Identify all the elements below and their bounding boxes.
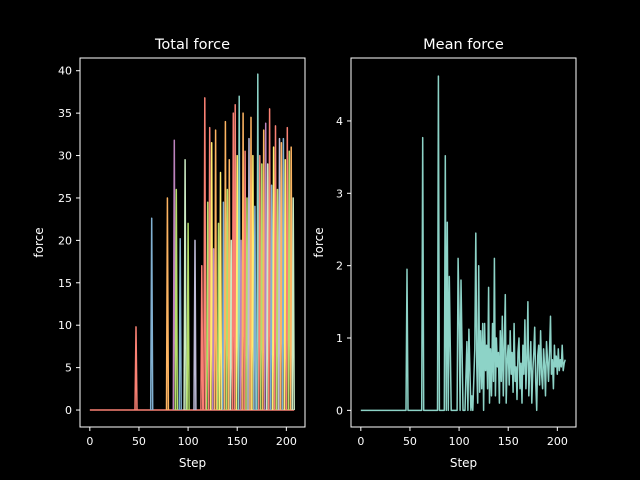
chart-title: Mean force: [423, 37, 504, 53]
y-tick-label: 10: [58, 319, 72, 332]
mean-force-plot-area: [360, 75, 566, 412]
x-tick-label: 0: [86, 435, 93, 448]
force-series-line: [203, 97, 207, 411]
x-axis-ticks: 0 50 100 150 200: [86, 427, 297, 448]
y-tick-label: 1: [336, 332, 343, 345]
x-axis-label: Step: [179, 456, 206, 470]
y-tick-label: 20: [58, 234, 72, 247]
force-series-line: [183, 159, 187, 411]
force-series-line: [218, 171, 223, 411]
total-force-plot-area: [89, 73, 295, 411]
force-series-line: [253, 205, 257, 411]
axes-frame: [350, 57, 577, 428]
x-tick-label: 150: [498, 435, 519, 448]
force-series-line: [213, 129, 218, 411]
x-axis-ticks: 0 50 100 150 200: [357, 427, 568, 448]
x-tick-label: 150: [227, 435, 248, 448]
y-tick-label: 15: [58, 277, 72, 290]
y-tick-label: 30: [58, 150, 72, 163]
x-tick-label: 50: [403, 435, 417, 448]
force-series-line: [193, 239, 197, 411]
y-tick-label: 5: [65, 362, 72, 375]
y-tick-label: 35: [58, 107, 72, 120]
force-series-line: [149, 217, 154, 411]
y-tick-label: 0: [336, 404, 343, 417]
x-tick-label: 100: [178, 435, 199, 448]
y-tick-label: 0: [65, 404, 72, 417]
y-tick-label: 4: [336, 115, 343, 128]
mean-force-series-line: [360, 75, 566, 412]
force-series-line: [273, 125, 278, 411]
force-series-line: [267, 108, 272, 411]
chart-title: Total force: [154, 37, 230, 53]
force-series-line: [200, 265, 204, 411]
x-tick-label: 0: [357, 435, 364, 448]
force-series-line: [178, 237, 182, 411]
total-force-panel: Total force Step force 0 50 100 150 200 0 5 10…: [32, 37, 306, 470]
force-series-line: [134, 326, 138, 411]
y-axis-ticks: 0 5 10 15 20 25 30 35 40: [58, 65, 80, 417]
x-tick-label: 100: [449, 435, 470, 448]
force-series-line: [174, 188, 179, 411]
x-axis-label: Step: [450, 456, 477, 470]
y-tick-label: 3: [336, 187, 343, 200]
y-tick-label: 25: [58, 192, 72, 205]
x-tick-label: 200: [276, 435, 297, 448]
x-tick-label: 200: [547, 435, 568, 448]
y-axis-label: force: [32, 227, 46, 257]
axes-frame: [79, 57, 306, 428]
force-series-line: [165, 197, 170, 411]
force-series-line: [186, 222, 190, 411]
force-series-line: [291, 197, 295, 411]
x-tick-label: 50: [132, 435, 146, 448]
force-series-line: [227, 159, 232, 411]
force-series-line: [237, 95, 241, 411]
force-series-line: [256, 73, 260, 411]
force-series-line: [209, 142, 214, 411]
y-axis-label: force: [312, 227, 326, 257]
y-tick-label: 40: [58, 65, 72, 78]
mean-force-panel: Mean force Step force 0 50 100 150 200 0 1 2 3 4: [312, 37, 577, 470]
y-axis-ticks: 0 1 2 3 4: [336, 115, 351, 417]
force-series-line: [223, 120, 228, 411]
y-tick-label: 2: [336, 260, 343, 273]
